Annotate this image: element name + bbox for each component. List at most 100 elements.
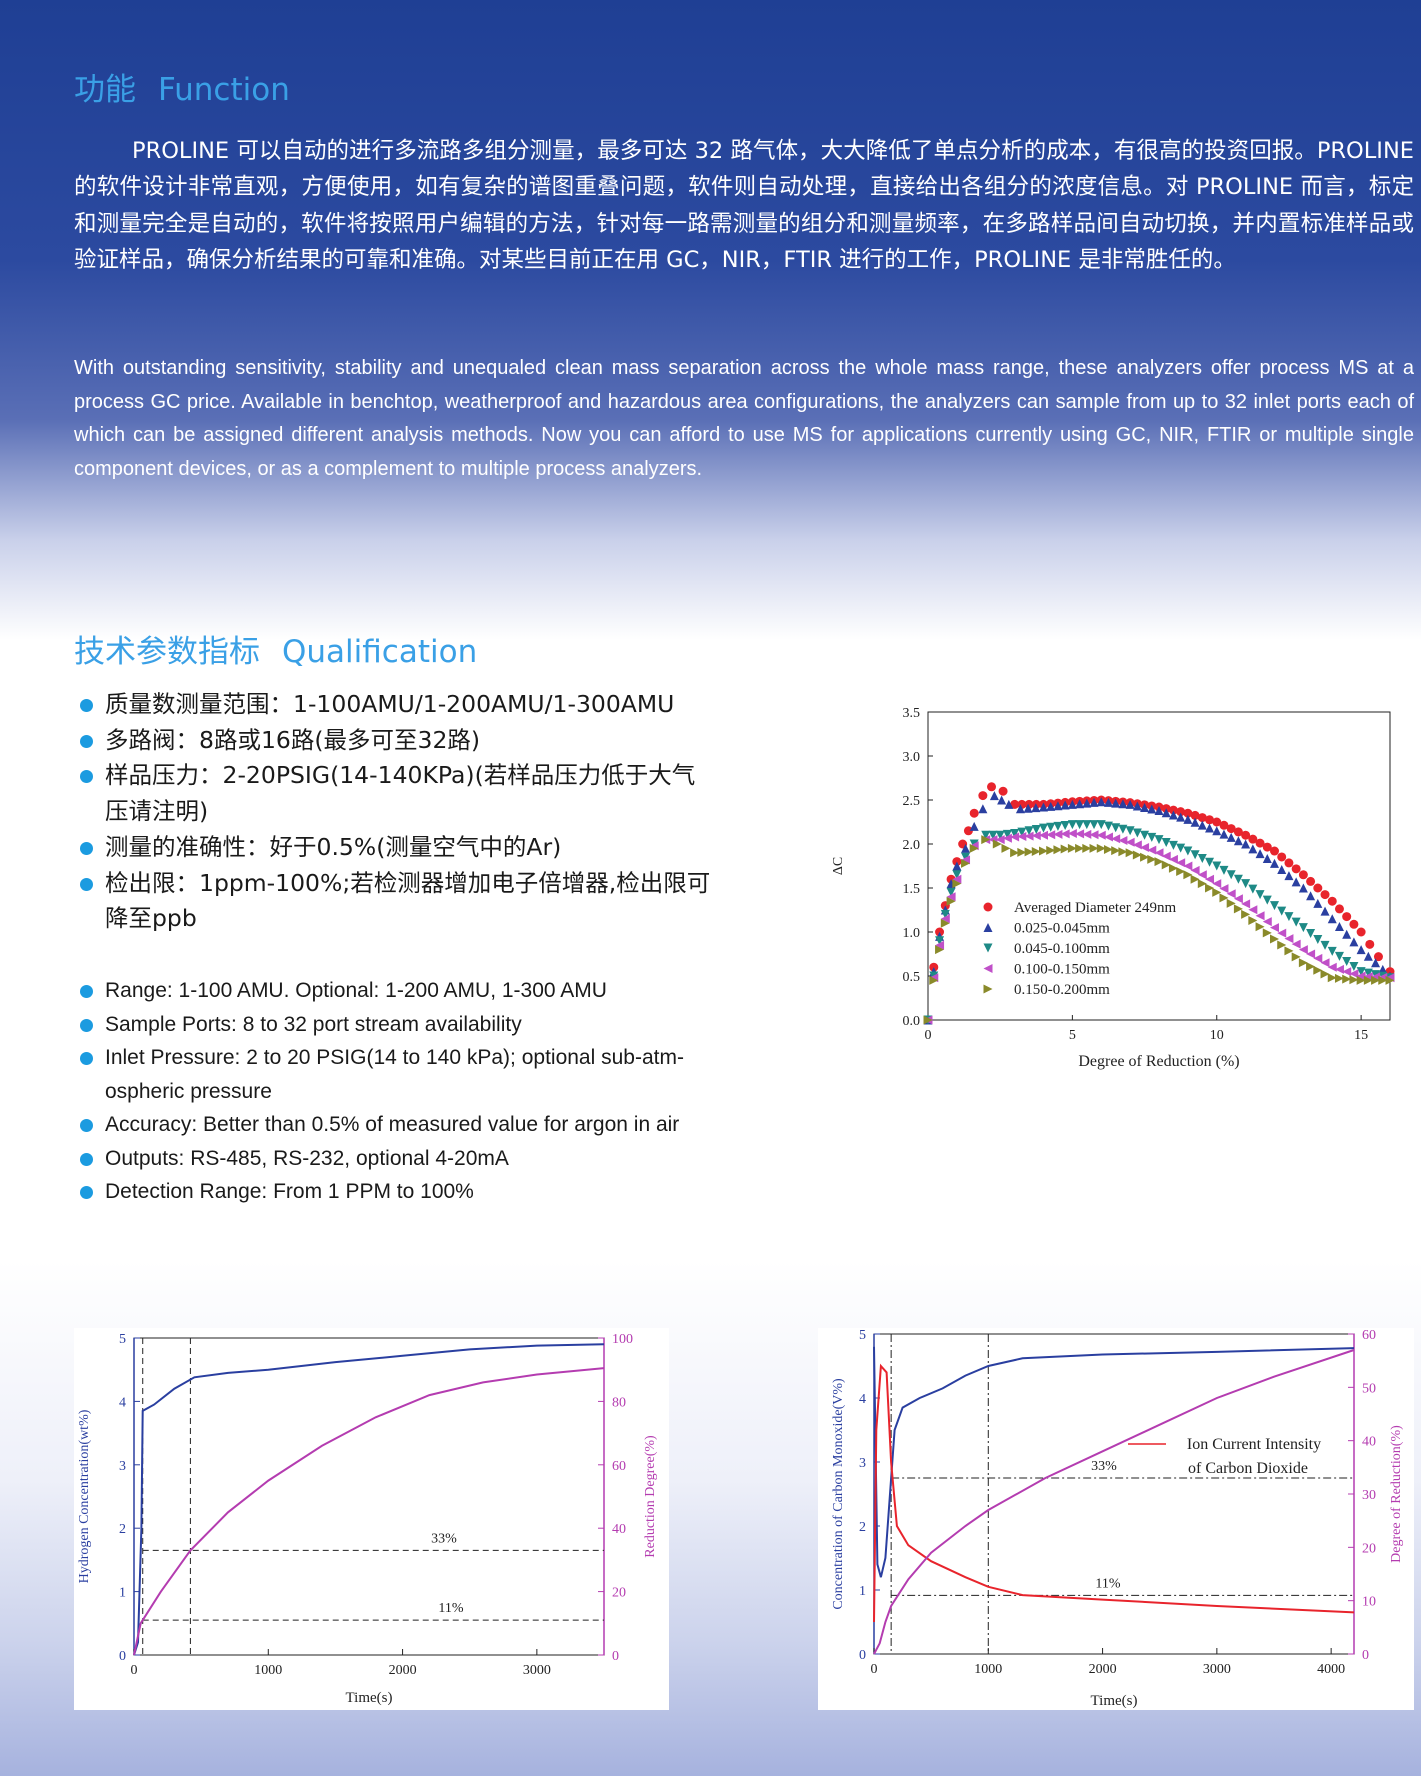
data-point [981, 830, 991, 840]
data-point [1241, 909, 1251, 919]
data-point [1075, 829, 1085, 839]
function-paragraph-en: With outstanding sensitivity, stability … [74, 357, 1414, 480]
data-point [1255, 838, 1265, 848]
data-point [1046, 830, 1056, 840]
data-point [1161, 808, 1171, 818]
data-point [1277, 865, 1287, 875]
x-tick-label: 3000 [523, 1663, 551, 1678]
data-point [1270, 923, 1279, 933]
data-point [1103, 832, 1113, 842]
data-point [1306, 949, 1316, 959]
data-point [1197, 813, 1207, 823]
x-tick-label: 0 [871, 1662, 878, 1677]
x-tick-label: 0 [925, 1028, 932, 1043]
data-point [1168, 810, 1178, 820]
y-tick-label: 0.0 [903, 1014, 921, 1029]
data-point [1284, 871, 1294, 881]
y-tick-label: 1 [859, 1584, 866, 1599]
data-point [1349, 937, 1359, 947]
data-point [1024, 847, 1034, 857]
data-point [1118, 835, 1128, 845]
legend-label-line2: of Carbon Dioxide [1188, 1460, 1308, 1477]
y-tick-label: 2 [119, 1522, 126, 1537]
spec-item-en: Range: 1-100 AMU. Optional: 1-200 AMU, 1… [76, 974, 726, 1008]
data-point [1039, 830, 1048, 840]
qualification-title-cn: 技术参数指标 [74, 634, 260, 670]
data-point [1075, 843, 1085, 853]
data-point [952, 870, 962, 880]
data-point [1349, 962, 1359, 972]
data-point [1002, 829, 1012, 839]
data-point [1363, 975, 1373, 985]
data-point [1132, 801, 1142, 811]
data-point [1298, 870, 1308, 880]
data-point [1067, 828, 1077, 838]
data-point [1183, 861, 1193, 871]
data-point [1176, 807, 1186, 817]
legend-label: 0.100-0.150mm [1014, 962, 1110, 978]
data-point [1356, 967, 1366, 977]
y-axis-label: Concentration of Carbon Monoxide(V%) [831, 1378, 846, 1610]
data-point [1103, 845, 1113, 854]
data-point [1082, 843, 1092, 853]
data-point [1262, 917, 1272, 927]
data-point [1053, 801, 1063, 811]
data-point [1313, 898, 1323, 908]
data-point [1233, 904, 1243, 914]
data-point [1255, 922, 1265, 932]
data-point [1385, 975, 1395, 985]
plot-frame [927, 711, 1391, 1021]
data-point [1089, 820, 1099, 830]
data-point [961, 843, 971, 853]
data-point [1096, 797, 1106, 807]
series-line [873, 1349, 1355, 1655]
spec-item-en: Detection Range: From 1 PPM to 100% [76, 1175, 726, 1209]
data-point [1248, 916, 1258, 926]
data-point [1241, 830, 1251, 840]
data-point [1334, 973, 1344, 983]
series-line [133, 1367, 605, 1656]
legend-label: 0.150-0.200mm [1014, 982, 1110, 998]
data-point [1226, 824, 1236, 834]
reduction-scatter-chart: 0.0 0.5 1.0 1.5 2.0 2.5 3.0 3.5 0 5 10 15 Degree of … [818, 694, 1414, 1092]
data-point [1161, 860, 1171, 870]
function-title: 功能 Function [74, 64, 312, 109]
x-tick-label: 0 [131, 1663, 138, 1678]
data-point [1342, 956, 1352, 966]
data-point [1089, 843, 1099, 853]
data-point [1168, 840, 1178, 850]
y2-tick-label: 40 [612, 1522, 626, 1537]
data-point [1183, 808, 1193, 818]
data-point [987, 782, 997, 792]
data-point [1291, 939, 1301, 949]
data-point [1270, 901, 1279, 911]
data-point [1140, 802, 1150, 812]
data-point [1342, 967, 1352, 977]
data-point [1147, 845, 1157, 855]
x-tick-label: 2000 [1089, 1662, 1117, 1677]
data-point [1031, 831, 1041, 841]
data-point [1060, 800, 1070, 810]
data-point [1226, 889, 1236, 899]
series-line [873, 1363, 1355, 1623]
data-point [1140, 843, 1150, 853]
data-point [1219, 884, 1229, 894]
data-point [1270, 858, 1279, 868]
data-point [1291, 952, 1301, 962]
x-axis-label: Time(s) [346, 1690, 393, 1706]
spec-item-cn: 样品压力：2-20PSIG(14-140KPa)(若样品压力低于大气压请注明) [76, 758, 716, 829]
y2-tick-label: 60 [1362, 1328, 1376, 1343]
y-tick-label: 2 [859, 1520, 866, 1535]
data-point [1320, 906, 1330, 916]
data-point [1096, 820, 1106, 830]
data-point [1060, 821, 1070, 831]
data-point [1233, 836, 1243, 846]
carbon-monoxide-chart: 0 1 2 3 4 5 0 10 20 30 40 50 60 0 1000 2000 3000 4000 Time… [818, 1328, 1414, 1710]
data-point [1320, 969, 1330, 979]
data-point [1082, 820, 1092, 830]
data-point [1046, 845, 1056, 855]
data-point [1183, 846, 1193, 856]
data-point [1015, 804, 1025, 814]
data-point [1226, 870, 1236, 880]
